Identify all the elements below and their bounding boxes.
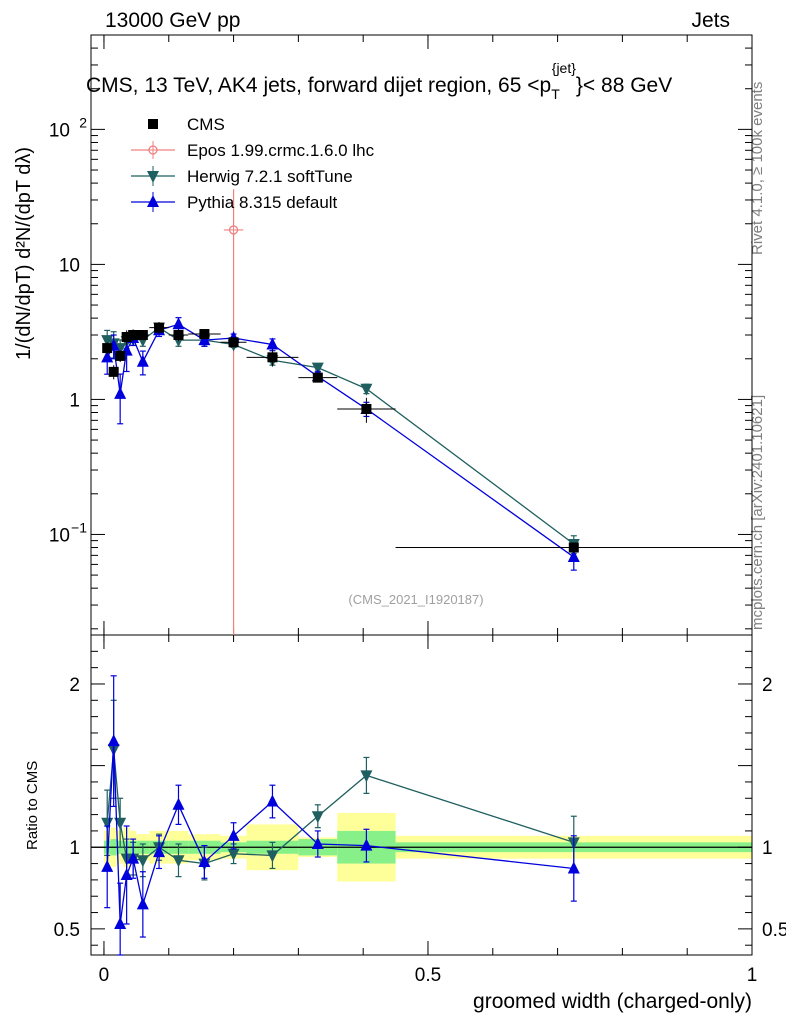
pythia-point: [266, 337, 279, 350]
cms-point: [228, 337, 239, 348]
herwig-ratio-point: [136, 855, 149, 868]
legend-label: Herwig 7.2.1 softTune: [187, 167, 353, 186]
chart-title: CMS, 13 TeV, AK4 jets, forward dijet reg…: [86, 60, 672, 102]
pythia-ratio-point: [227, 828, 240, 841]
main-plot-content: [101, 189, 752, 635]
pythia-ratio-point: [114, 916, 127, 929]
y-axis-label-main: 1/(dN/dpT) d²N/(dpT dλ): [13, 147, 35, 360]
energy-label: 13000 GeV pp: [105, 9, 240, 32]
pythia-ratio-point: [107, 734, 120, 747]
pythia-ratio-point: [127, 851, 140, 864]
y-tick-label-exponent: −1: [71, 519, 87, 535]
site-label: mcplots.cern.ch [arXiv:2401.10621]: [749, 395, 766, 630]
pythia-point: [136, 354, 149, 367]
herwig-ratio-point: [311, 811, 324, 824]
pythia-ratio-point: [198, 854, 211, 867]
herwig-ratio-point: [114, 817, 127, 830]
epos-point: [228, 225, 239, 235]
pythia-ratio-line: [106, 741, 574, 925]
y-tick-label: 10: [49, 525, 70, 546]
x-tick-label: 0.5: [415, 965, 441, 986]
pythia-point: [101, 350, 114, 363]
pythia-ratio-point: [360, 838, 373, 851]
cms-point: [199, 329, 210, 340]
y-tick-label: 10: [49, 120, 70, 141]
y-tick-label-exponent: 2: [79, 114, 87, 130]
cms-point: [121, 331, 132, 342]
legend: CMS Epos 1.99.crmc.1.6.0 lhc Herwig 7.2.1 …: [131, 115, 375, 212]
herwig-point: [311, 362, 324, 375]
pythia-ratio-point: [136, 897, 149, 910]
ratio-plot-content: [101, 675, 580, 956]
cms-point: [128, 330, 139, 340]
legend-entry: CMS: [148, 115, 225, 134]
chart-title-sup: {jet}: [552, 60, 576, 76]
ratio-y-tick-label-right: 1: [762, 838, 773, 859]
chart-title-tail: }< 88 GeV: [576, 74, 672, 97]
pythia-ratio-point: [101, 859, 114, 872]
ratio-frame: [90, 634, 753, 956]
pythia-point: [172, 317, 185, 330]
pythia-point: [114, 386, 127, 399]
pythia-ratio-point: [153, 845, 166, 858]
pythia-ratio-point: [266, 794, 279, 807]
legend-marker: [147, 195, 159, 207]
cms-point: [173, 330, 184, 340]
herwig-ratio-point: [227, 848, 240, 861]
category-label: Jets: [691, 9, 730, 32]
x-tick-label: 0: [99, 965, 110, 986]
y-tick-label: 1: [69, 390, 80, 411]
rivet-label: Rivet 4.1.0, ≥ 100k events: [749, 82, 766, 255]
cms-point: [108, 366, 119, 377]
legend-entry: Pythia 8.315 default: [131, 192, 338, 212]
pythia-point: [198, 333, 211, 346]
pythia-ratio-point: [172, 797, 185, 810]
legend-entry: Herwig 7.2.1 softTune: [131, 166, 353, 186]
x-tick-label: 1: [747, 965, 758, 986]
ylabel-formula: 1/(dN/dpT) d²N/(dpT dλ): [13, 147, 35, 360]
ratio-y-tick-label-right: 2: [762, 675, 773, 696]
herwig-ratio-point: [266, 850, 279, 863]
legend-marker: [147, 171, 159, 183]
cms-point: [154, 322, 165, 333]
cms-point: [267, 352, 278, 363]
legend-marker: [148, 145, 158, 155]
legend-marker: [148, 119, 158, 129]
pythia-ratio-point: [120, 868, 133, 880]
herwig-line: [106, 326, 575, 545]
cms-point: [361, 403, 372, 414]
cms-point: [568, 542, 579, 553]
ratio-y-tick-label: 0.5: [54, 920, 80, 941]
herwig-ratio-line: [106, 749, 574, 865]
legend-label: Epos 1.99.crmc.1.6.0 lhc: [187, 141, 375, 160]
ratio-y-tick-label-right: 0.5: [762, 920, 786, 941]
y-axis-label-ratio: Ratio to CMS: [24, 761, 41, 850]
cms-point: [137, 330, 148, 340]
analysis-id: (CMS_2021_I1920187): [348, 592, 483, 607]
ratio-y-tick-label: 1: [69, 838, 80, 859]
cms-point: [115, 350, 126, 361]
pythia-ratio-point: [567, 861, 580, 874]
legend-label: Pythia 8.315 default: [187, 193, 338, 212]
chart-title-sub: T: [551, 86, 560, 102]
herwig-ratio-point: [172, 855, 185, 868]
herwig-ratio-point: [360, 770, 373, 783]
cms-point: [312, 372, 323, 383]
x-axis-label: groomed width (charged-only): [473, 990, 752, 1013]
legend-entry: Epos 1.99.crmc.1.6.0 lhc: [131, 141, 375, 160]
legend-label: CMS: [187, 115, 225, 134]
pythia-ratio-point: [311, 836, 324, 849]
y-tick-label: 10: [59, 255, 80, 276]
pythia-point: [567, 550, 580, 563]
herwig-point: [101, 335, 114, 348]
chart-title-main: CMS, 13 TeV, AK4 jets, forward dijet reg…: [86, 74, 551, 97]
ratio-y-tick-label: 2: [69, 675, 80, 696]
pythia-line: [106, 323, 575, 558]
cms-point: [102, 343, 113, 354]
herwig-point: [360, 383, 373, 396]
